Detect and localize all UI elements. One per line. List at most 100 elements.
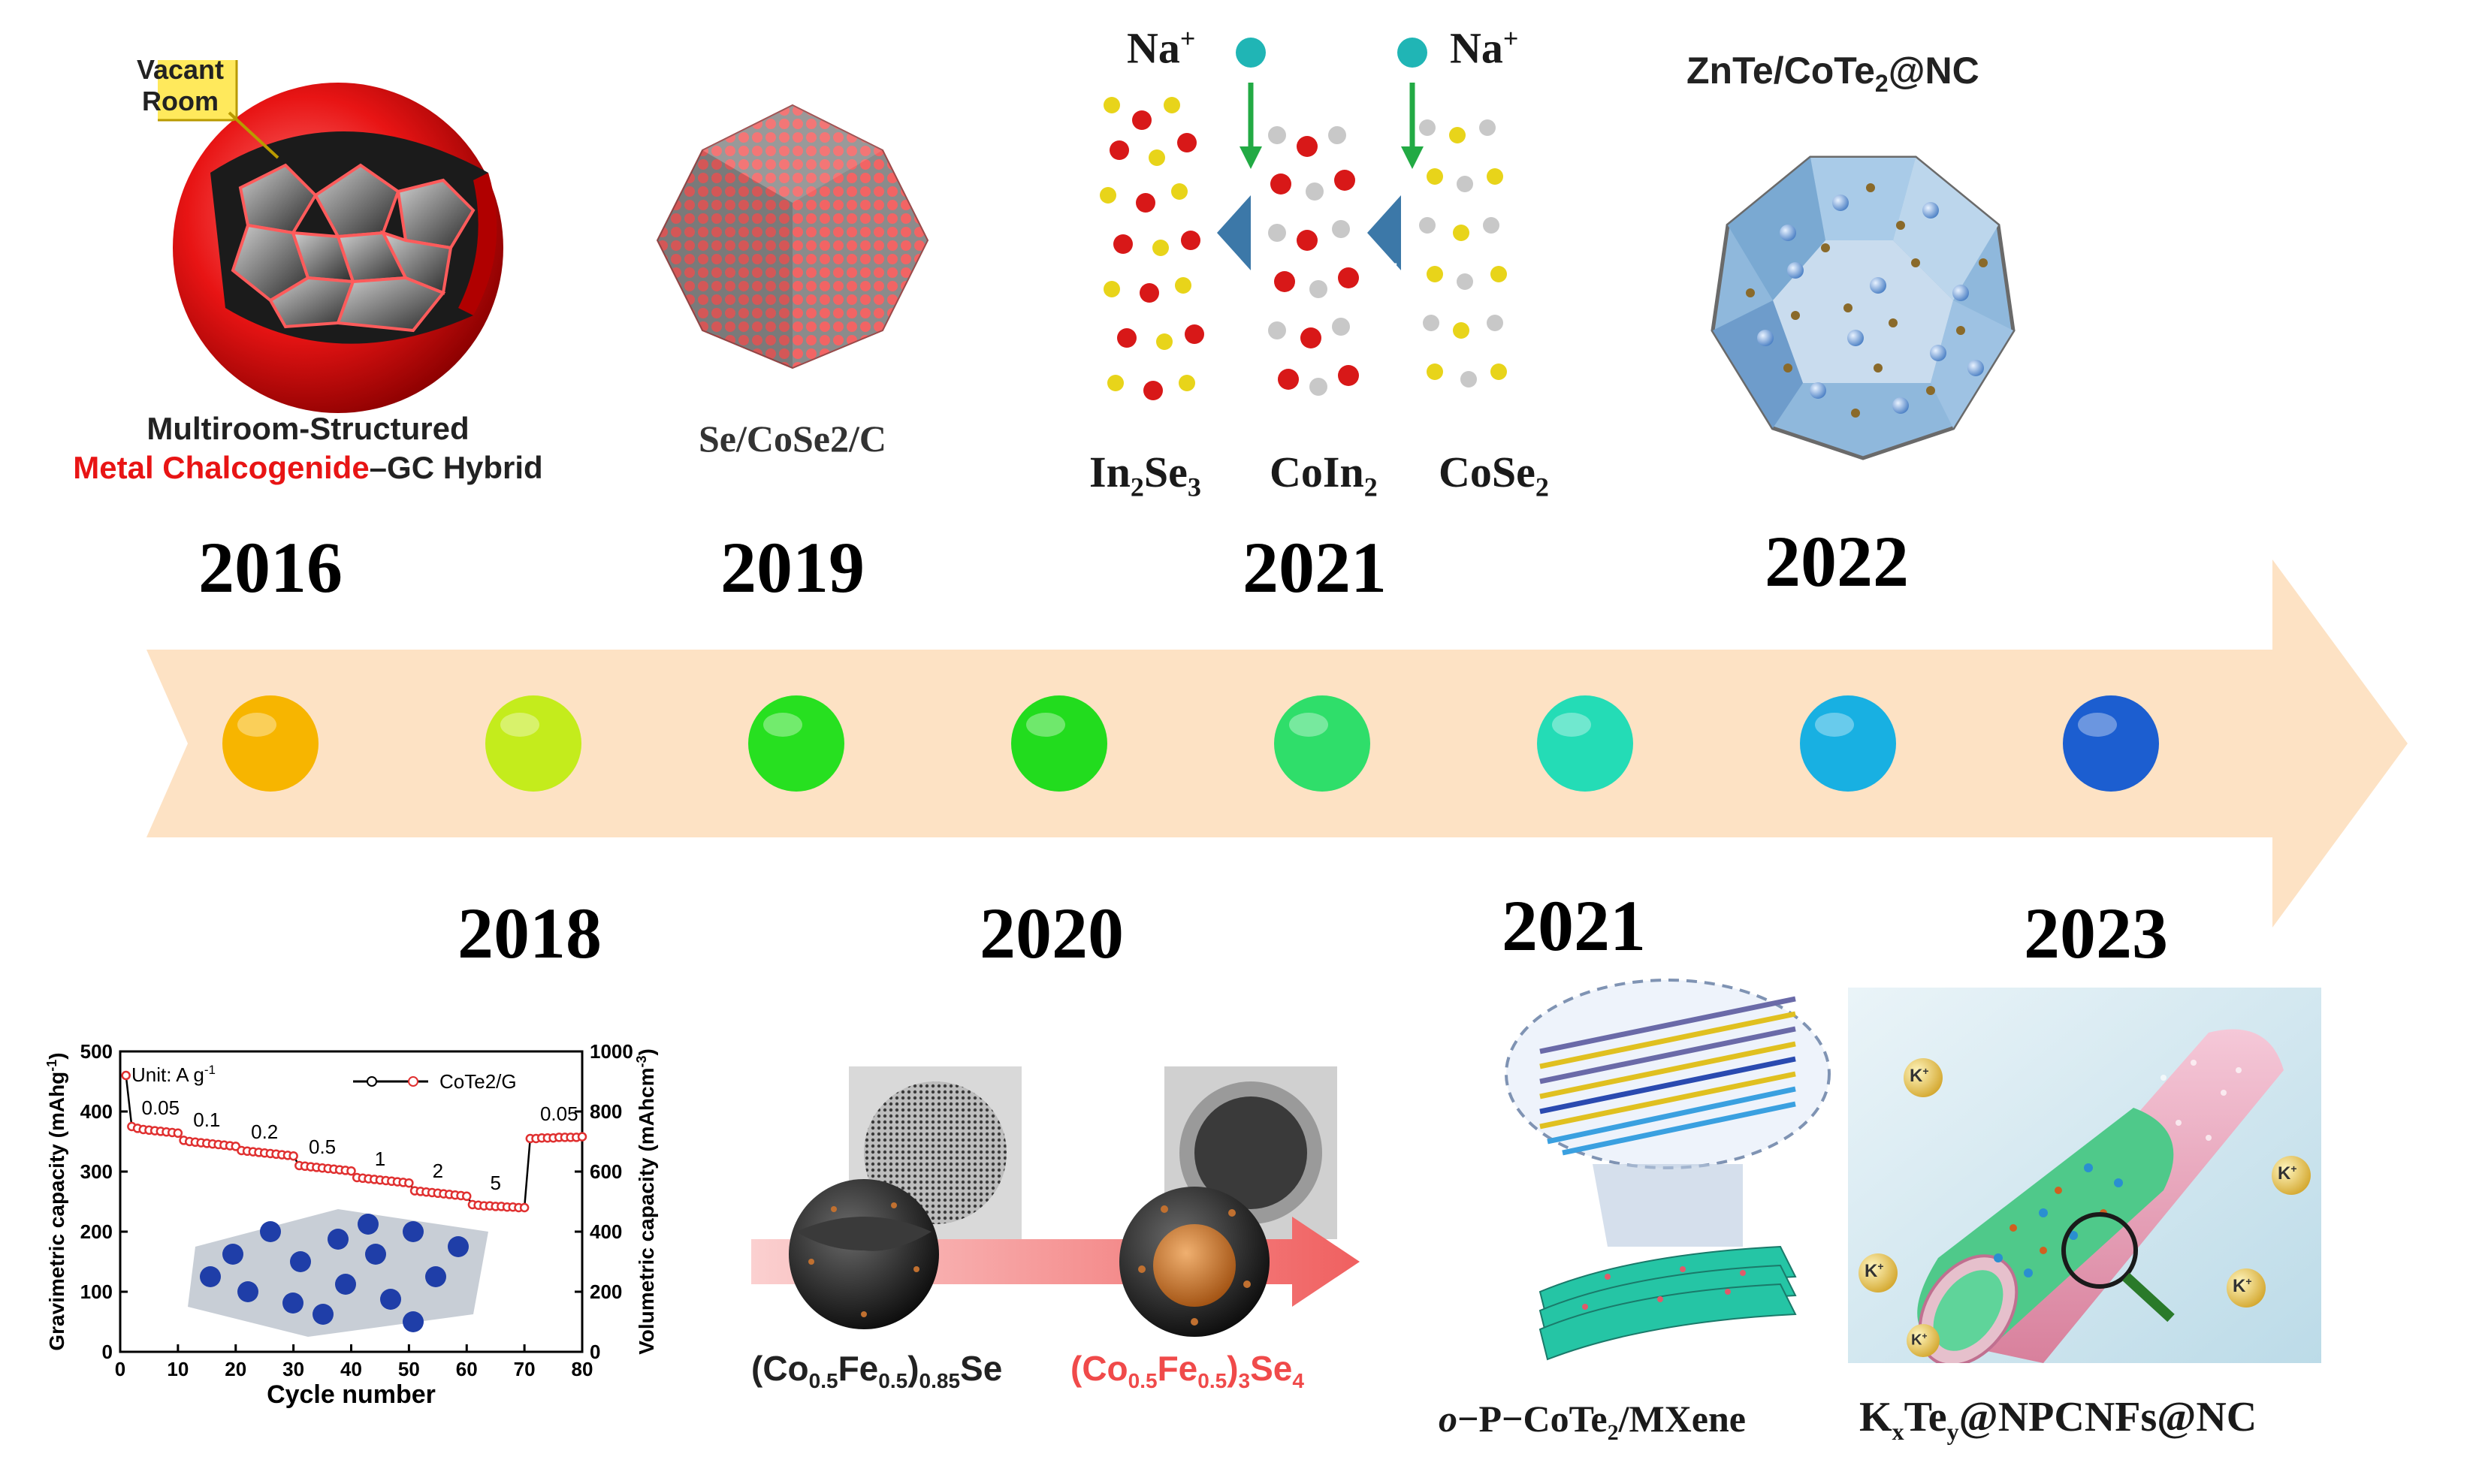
electron-text: e: [1202, 249, 1219, 291]
lab-part: CoSe: [1439, 448, 1535, 496]
caption-line-1: Multiroom-Structured: [146, 411, 470, 446]
timeline-dot-2: [485, 695, 581, 792]
lab-part: Se: [960, 1349, 1003, 1388]
lab-part: K: [1859, 1394, 1892, 1440]
caption-red-part: Metal Chalcogenide: [73, 450, 370, 485]
year-2019: 2019: [720, 527, 865, 608]
rate-label: 0.5: [309, 1136, 336, 1158]
lab-sub: x: [1892, 1418, 1904, 1446]
k-text: K: [1865, 1261, 1878, 1281]
y2-tick-label: 1000: [590, 1040, 633, 1063]
y2-tick-label: 0: [590, 1341, 600, 1363]
timeline-dot-8: [2063, 695, 2159, 792]
caption-line-2: Metal Chalcogenide–GC Hybrid: [45, 448, 571, 487]
k-ion-label-5: K+: [1911, 1331, 1927, 1350]
x-tick-label: 10: [167, 1358, 189, 1380]
electron-label-left: e-: [1202, 248, 1226, 291]
cote2-particle: [365, 1244, 386, 1265]
cote2-particle: [282, 1292, 303, 1314]
cote2-particle: [313, 1304, 334, 1325]
se-cose2-c-polyhedron: [656, 104, 929, 369]
kxtey-npcnfs-illustration: [1848, 988, 2321, 1363]
rate-label: 1: [375, 1148, 385, 1170]
timeline-dots: [222, 695, 2159, 792]
lab-sub: 2: [1874, 70, 1889, 97]
caption-rest-part: –GC Hybrid: [369, 450, 543, 485]
rate-label: 0.05: [142, 1096, 180, 1119]
y-tick-label: 500: [80, 1040, 113, 1063]
znte-cote2-nc-label: ZnTe/CoTe2@NC: [1686, 49, 1979, 98]
cofe-085-se-label: (Co0.5Fe0.5)0.85Se: [751, 1348, 1002, 1393]
cote2-particle: [403, 1311, 424, 1332]
k-ion-label-2: K+: [2278, 1163, 2297, 1184]
coin2-label: CoIn2: [1270, 447, 1378, 503]
lab-part: @NPCNFs@NC: [1958, 1394, 2257, 1440]
lab-sub: 0.85: [919, 1369, 961, 1393]
timeline-dot-highlight: [1289, 713, 1328, 737]
se-cose2-c-caption: Se/CoSe2/C: [699, 418, 886, 460]
y-tick-label: 100: [80, 1280, 113, 1303]
k-text: K: [2233, 1276, 2246, 1296]
y2-tick-label: 600: [590, 1160, 622, 1183]
rate-capability-chart: 0 10 20 30 40 50 60 70 8001002003004005000200400…: [44, 1040, 658, 1409]
lab-sub: y: [1946, 1418, 1959, 1446]
rate-label: 0.2: [251, 1121, 278, 1143]
y2-tick-label: 800: [590, 1100, 622, 1123]
data-point: [288, 1151, 298, 1161]
y-tick-label: 0: [102, 1341, 113, 1363]
cofe-selenide-illustration: [751, 1066, 1360, 1337]
lab-part: Te: [1904, 1394, 1947, 1440]
na-plus: +: [1502, 23, 1519, 53]
y2-axis-title: Volumetric capacity (mAhcm-3): [634, 1048, 658, 1355]
x-tick-label: 40: [340, 1358, 362, 1380]
na-ion-label-left: Na+: [1127, 23, 1195, 73]
chart-axes: [119, 1050, 584, 1353]
chart-labels: 0 10 20 30 40 50 60 70 8001002003004005000200400…: [44, 1040, 658, 1409]
y-tick-label: 400: [80, 1100, 113, 1123]
lab-part: Fe: [838, 1349, 879, 1388]
lab-part: (Co: [1070, 1349, 1128, 1388]
znte-cote2-polyhedron: [1711, 155, 2016, 460]
rate-label: 2: [433, 1160, 443, 1182]
cote2-mxene-illustration: [1505, 979, 1831, 1361]
k-plus: +: [1877, 1260, 1884, 1272]
data-point: [404, 1178, 414, 1188]
multiroom-sphere-illustration: [158, 60, 503, 413]
timeline-dot-highlight: [1026, 713, 1065, 737]
lab-sub: 0.5: [1128, 1369, 1158, 1393]
legend-marker-black: [367, 1076, 377, 1087]
y-tick-label: 300: [80, 1160, 113, 1183]
year-2021-top: 2021: [1243, 527, 1387, 608]
lab-sub: 0.5: [808, 1369, 838, 1393]
timeline-dot-highlight: [763, 713, 802, 737]
cote2-particle: [328, 1229, 349, 1250]
k-text: K: [1911, 1332, 1922, 1349]
electron-minus: -: [1218, 249, 1227, 275]
data-point: [121, 1070, 131, 1081]
lab-sub: 2: [1535, 472, 1549, 502]
callout-line-2: Room: [142, 86, 219, 116]
x-tick-label: 20: [225, 1358, 246, 1380]
cote2-mxene-label: o−P−CoTe2/MXene: [1439, 1397, 1746, 1446]
data-point: [577, 1132, 587, 1142]
year-2018: 2018: [457, 893, 602, 973]
timeline-dot-highlight: [500, 713, 539, 737]
na-ion-label-right: Na+: [1450, 23, 1518, 73]
in2se3-label: In2Se3: [1089, 447, 1201, 503]
legend-marker-red: [408, 1076, 418, 1087]
cote2-particle: [403, 1221, 424, 1242]
k-plus: +: [2290, 1163, 2297, 1175]
callout-line-1: Vacant: [136, 54, 225, 85]
coin2-lattice: [1268, 126, 1359, 396]
y-axis-title-sup: -1: [44, 1060, 59, 1072]
cote2-particle: [290, 1251, 311, 1272]
k-ion-label-1: K+: [1910, 1065, 1929, 1087]
timeline-dot-7: [1800, 695, 1896, 792]
lab-part: (Co: [751, 1349, 809, 1388]
rate-label: 0.05: [540, 1102, 578, 1125]
lab-sub: 4: [1292, 1369, 1304, 1393]
lab-part: /MXene: [1618, 1398, 1746, 1440]
cote2-particle: [222, 1244, 243, 1265]
cote2-particle: [237, 1281, 258, 1302]
